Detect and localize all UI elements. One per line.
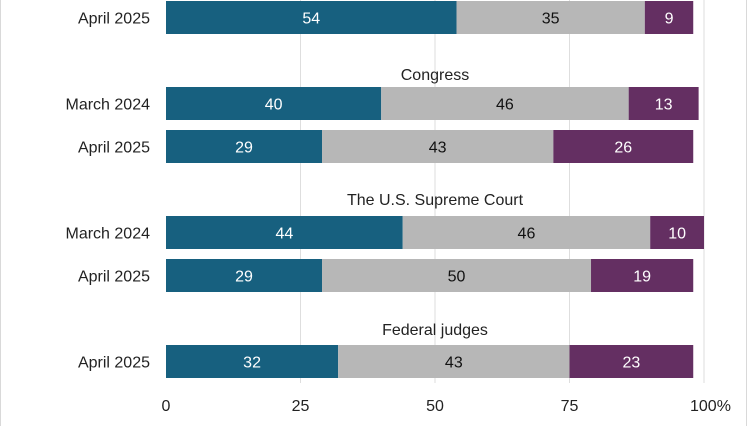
value-label: 19 xyxy=(633,269,651,286)
value-label: 50 xyxy=(448,269,466,286)
value-label: 26 xyxy=(614,140,632,157)
group-title: The U.S. Supreme Court xyxy=(347,192,524,209)
value-label: 35 xyxy=(542,11,560,28)
segment-c xyxy=(650,216,704,249)
segment-b xyxy=(322,259,592,292)
bar-group: April 2025 54 35 9 xyxy=(78,1,694,34)
segment-c xyxy=(569,345,694,378)
segment-b xyxy=(338,345,570,378)
value-label: 44 xyxy=(275,226,293,243)
segment-c xyxy=(591,259,694,292)
row-label: March 2024 xyxy=(66,226,151,243)
x-axis: 0 25 50 75 100% xyxy=(162,398,731,415)
value-label: 43 xyxy=(429,140,447,157)
x-tick-label: 0 xyxy=(162,398,171,415)
group-title: Federal judges xyxy=(382,322,488,339)
value-label: 23 xyxy=(622,355,640,372)
value-label: 9 xyxy=(665,11,674,28)
segment-a xyxy=(166,216,403,249)
segment-a xyxy=(166,87,382,120)
chart-frame-left xyxy=(0,0,1,426)
group-title: Congress xyxy=(401,67,469,84)
bar-group: Congress March 2024 40 46 13 April 2025 29 43 26 xyxy=(66,67,699,163)
value-label: 29 xyxy=(235,140,253,157)
bar-group: Federal judges April 2025 32 43 23 xyxy=(78,322,694,378)
row-label: April 2025 xyxy=(78,11,150,28)
row-label: March 2024 xyxy=(66,97,151,114)
segment-c xyxy=(644,1,694,34)
segment-b xyxy=(402,216,651,249)
value-label: 46 xyxy=(496,97,514,114)
segment-b xyxy=(381,87,629,120)
row-label: April 2025 xyxy=(78,355,150,372)
row-label: April 2025 xyxy=(78,269,150,286)
segment-b xyxy=(322,130,554,163)
segment-b xyxy=(456,1,645,34)
value-label: 10 xyxy=(668,226,686,243)
value-label: 46 xyxy=(518,226,536,243)
gridlines xyxy=(300,0,705,383)
value-label: 13 xyxy=(655,97,673,114)
value-label: 54 xyxy=(302,11,320,28)
segment-a xyxy=(166,259,323,292)
segment-c xyxy=(553,130,694,163)
value-label: 43 xyxy=(445,355,463,372)
segment-a xyxy=(166,130,323,163)
x-tick-label: 50 xyxy=(426,398,444,415)
x-tick-label: 25 xyxy=(292,398,310,415)
segment-c xyxy=(628,87,699,120)
bar-group: The U.S. Supreme Court March 2024 44 46 10 Ap… xyxy=(66,192,704,292)
row-label: April 2025 xyxy=(78,140,150,157)
value-label: 40 xyxy=(265,97,283,114)
segment-a xyxy=(166,345,339,378)
value-label: 29 xyxy=(235,269,253,286)
x-tick-label: 100% xyxy=(690,398,731,415)
segment-a xyxy=(166,1,457,34)
x-tick-label: 75 xyxy=(561,398,579,415)
value-label: 32 xyxy=(243,355,261,372)
